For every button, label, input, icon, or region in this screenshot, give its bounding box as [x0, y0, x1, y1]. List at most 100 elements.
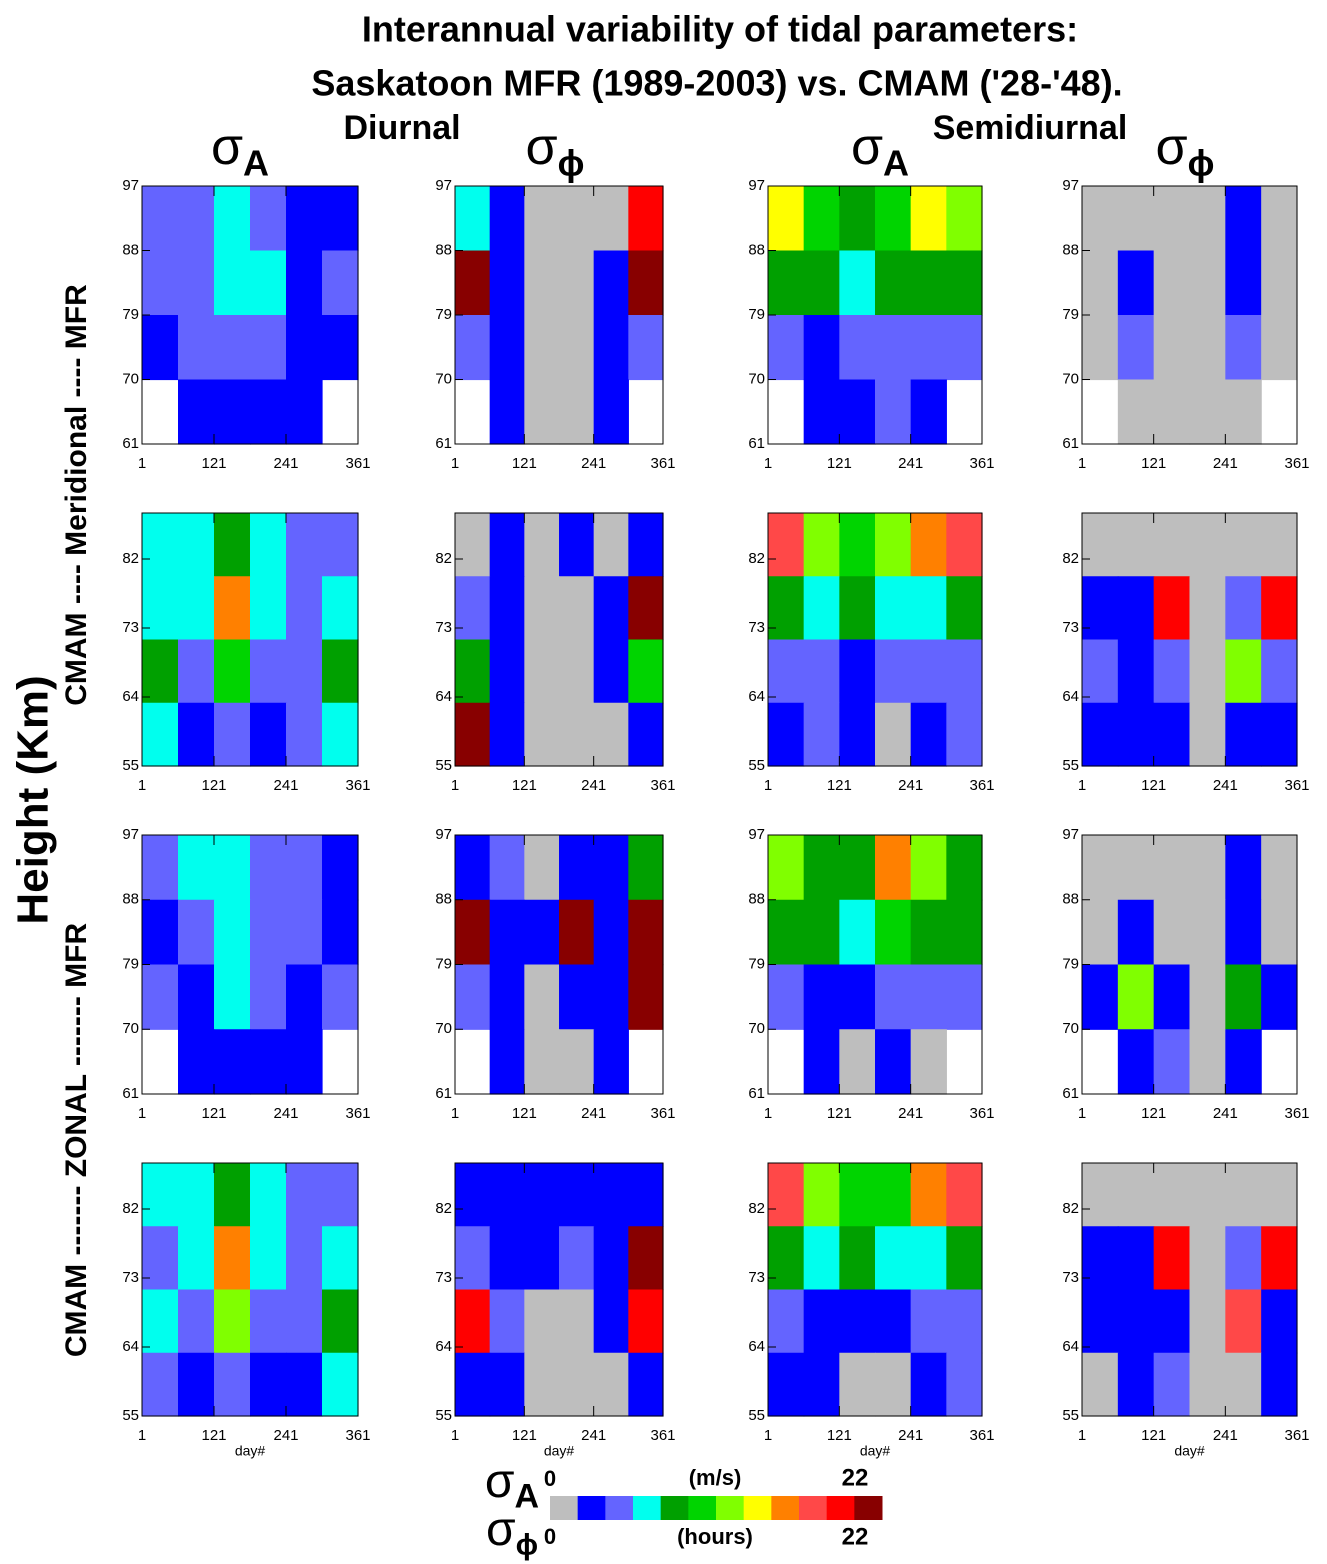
heat-cell: [910, 1352, 947, 1417]
heat-cell: [524, 899, 560, 966]
heat-cell: [910, 1226, 947, 1291]
heat-cell: [1117, 186, 1155, 252]
heat-cell: [1225, 379, 1262, 445]
y-tick-label: 70: [435, 1020, 452, 1037]
heat-cell: [803, 964, 840, 1030]
heat-cell: [946, 702, 983, 767]
heat-cell: [142, 315, 179, 381]
heat-cell: [1153, 702, 1191, 767]
heat-cell: [1153, 576, 1191, 641]
heat-cell: [142, 250, 179, 316]
heat-cell: [875, 250, 912, 316]
heat-cell: [1082, 702, 1119, 767]
x-tick-label: 1: [1078, 455, 1086, 472]
heat-cell: [803, 576, 840, 641]
heat-cell: [875, 1226, 912, 1291]
heat-cell: [142, 702, 179, 767]
heat-cell: [559, 1289, 595, 1354]
y-tick-label: 55: [1062, 757, 1079, 774]
x-tick-label: 241: [581, 455, 606, 472]
heat-cell: [803, 1163, 840, 1227]
heat-cell: [593, 899, 629, 966]
y-tick-label: 82: [435, 550, 452, 567]
x-tick-label: 361: [969, 777, 994, 794]
heat-cell: [524, 964, 560, 1030]
heat-cell: [142, 964, 179, 1030]
y-tick-label: 73: [748, 619, 765, 636]
heat-cell: [1189, 315, 1226, 381]
y-tick-label: 79: [1062, 306, 1079, 323]
x-tick-label: 1: [1078, 1427, 1086, 1444]
x-axis-label: day#: [235, 1443, 266, 1459]
heat-cell: [559, 964, 595, 1030]
plot-frame: [141, 1162, 359, 1417]
heat-cell: [214, 186, 251, 252]
x-tick-label: 241: [581, 1427, 606, 1444]
y-tick-label: 64: [1062, 1338, 1079, 1355]
heat-cell: [910, 702, 947, 767]
heat-cell: [803, 1226, 840, 1291]
heat-cell: [768, 1163, 805, 1227]
greek-symbol: σ: [485, 1455, 515, 1508]
heat-cell: [1189, 964, 1226, 1030]
heat-cell: [1261, 899, 1298, 966]
heat-cell: [455, 576, 491, 641]
heat-cell: [214, 1163, 251, 1227]
colorbar-unit: (hours): [677, 1524, 753, 1549]
y-tick-label: 82: [1062, 550, 1079, 567]
heat-cell: [1225, 1029, 1262, 1095]
y-tick-label: 70: [1062, 370, 1079, 387]
y-tick-label: 55: [435, 757, 452, 774]
x-tick-label: 121: [201, 777, 226, 794]
heat-cell: [489, 1163, 525, 1227]
y-tick-label: 61: [1062, 1085, 1079, 1102]
heat-cell: [910, 639, 947, 704]
colorbar-swatch: [605, 1496, 634, 1520]
heat-cell: [593, 315, 629, 381]
x-tick-label: 241: [898, 1427, 923, 1444]
heat-cell: [593, 639, 629, 704]
x-tick-label: 241: [581, 777, 606, 794]
heat-cell: [142, 1352, 179, 1417]
heat-cell: [628, 1352, 664, 1417]
x-tick-label: 121: [1141, 1105, 1166, 1122]
x-tick-label: 1: [138, 455, 146, 472]
greek-symbol: σ: [525, 118, 557, 176]
heat-cell: [1117, 899, 1155, 966]
y-tick-label: 79: [122, 955, 139, 972]
heat-cell: [910, 513, 947, 577]
heat-cell: [250, 315, 287, 381]
heat-cell: [1261, 702, 1298, 767]
heat-cell: [250, 513, 287, 577]
heat-cell: [1189, 639, 1226, 704]
heat-cell: [1153, 186, 1191, 252]
heat-cell: [593, 513, 629, 577]
heat-cell: [1082, 899, 1119, 966]
heat-cell: [1261, 250, 1298, 316]
heat-cell: [1225, 186, 1262, 252]
y-tick-label: 64: [1062, 688, 1079, 705]
y-tick-label: 88: [122, 241, 139, 258]
heat-cell: [322, 1226, 359, 1291]
x-tick-label: 241: [898, 455, 923, 472]
y-tick-label: 97: [435, 826, 452, 843]
plot-frame: [454, 512, 664, 767]
x-tick-label: 121: [1141, 1427, 1166, 1444]
greek-subscript: ϕ: [1188, 142, 1215, 183]
greek-subscript: ϕ: [558, 142, 585, 183]
x-tick-label: 361: [1284, 777, 1309, 794]
heat-cell: [455, 1163, 491, 1227]
heat-cell: [628, 964, 664, 1030]
heat-cell: [768, 1352, 805, 1417]
x-tick-label: 361: [345, 1427, 370, 1444]
heat-cell: [910, 186, 947, 252]
x-tick-label: 121: [201, 1427, 226, 1444]
x-tick-label: 1: [138, 1427, 146, 1444]
heat-cell: [910, 899, 947, 966]
heat-cell: [875, 315, 912, 381]
heat-cell: [1082, 250, 1119, 316]
heat-cell: [1153, 899, 1191, 966]
heat-cell: [489, 899, 525, 966]
heat-cell: [455, 702, 491, 767]
heat-cell: [559, 1163, 595, 1227]
